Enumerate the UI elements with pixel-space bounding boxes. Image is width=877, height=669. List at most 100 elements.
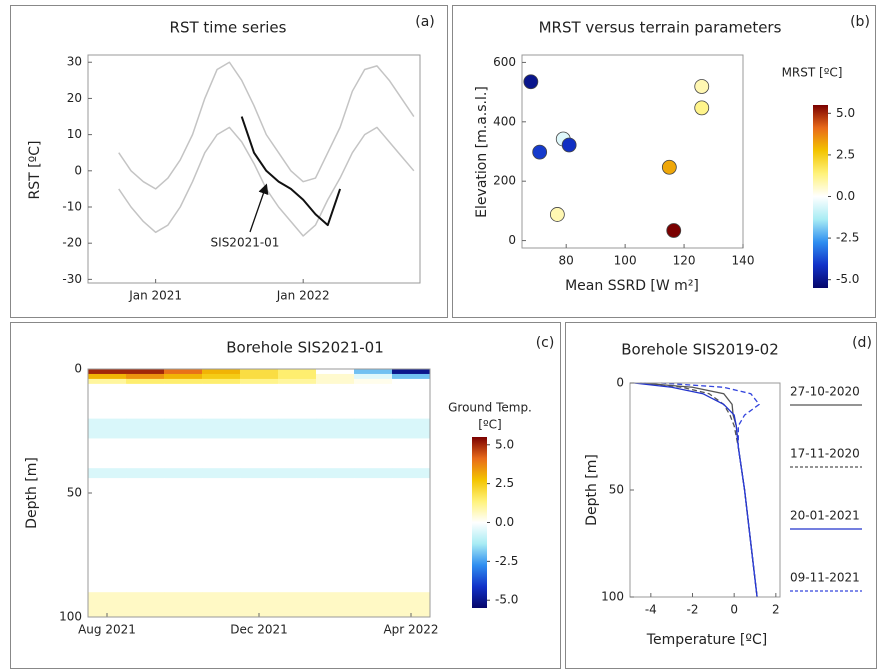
series-line xyxy=(118,61,415,190)
heatmap-cell xyxy=(164,468,203,479)
heatmap-cell xyxy=(240,438,279,469)
heatmap-cell xyxy=(354,373,393,380)
heatmap-cell xyxy=(126,478,165,593)
heatmap-cell xyxy=(316,369,355,375)
heatmap-cell xyxy=(240,373,279,380)
heatmap-cell xyxy=(392,418,431,439)
panel-label: (b) xyxy=(850,14,870,30)
heatmap-cell xyxy=(240,468,279,479)
y-tick-label: 50 xyxy=(609,483,624,497)
heatmap-cell xyxy=(392,438,431,469)
heatmap-cell xyxy=(354,478,393,593)
scatter-point xyxy=(666,223,682,238)
colorbar-tick-label: 0.0 xyxy=(495,515,514,529)
panel-label: (c) xyxy=(536,335,555,351)
heatmap-cell xyxy=(316,478,355,593)
y-tick-label: 0 xyxy=(508,233,516,247)
heatmap-cell xyxy=(354,438,393,469)
heatmap-cell xyxy=(164,418,203,439)
axes-frame xyxy=(521,54,744,249)
colorbar-title: MRST [ºC] xyxy=(782,66,843,80)
heatmap-cell xyxy=(354,592,393,618)
heatmap-cell xyxy=(164,383,203,419)
series-line xyxy=(240,116,342,227)
heatmap-cell xyxy=(88,369,127,375)
heatmap-cell xyxy=(392,478,431,593)
heatmap-cell xyxy=(164,478,203,593)
heatmap-cell xyxy=(88,478,127,593)
profile-line xyxy=(644,382,758,598)
heatmap-cell xyxy=(88,383,127,419)
x-tick-label: -2 xyxy=(687,603,699,617)
x-tick-label: 80 xyxy=(559,254,574,268)
heatmap-cell xyxy=(202,438,241,469)
heatmap-cell xyxy=(126,418,165,439)
heatmap-cell xyxy=(278,373,317,380)
x-tick-label: 120 xyxy=(673,254,696,268)
heatmap-cell xyxy=(202,378,241,385)
x-tick-label: 0 xyxy=(730,603,738,617)
axes-frame xyxy=(629,382,781,598)
colorbar-title: Ground Temp. xyxy=(448,401,532,415)
heatmap-cell xyxy=(278,378,317,385)
heatmap-cell xyxy=(316,468,355,479)
heatmap-cell xyxy=(354,369,393,375)
heatmap-cell xyxy=(316,438,355,469)
y-axis-label: Depth [m] xyxy=(584,454,600,526)
scatter-point xyxy=(694,79,710,94)
chart-title: MRST versus terrain parameters xyxy=(539,19,782,37)
heatmap-cell xyxy=(354,468,393,479)
annotation: SIS2021-01 xyxy=(211,236,280,250)
heatmap-cell xyxy=(316,592,355,618)
x-tick-label: 100 xyxy=(614,254,637,268)
heatmap-cell xyxy=(202,373,241,380)
heatmap-cell xyxy=(164,369,203,375)
y-tick-label: 0 xyxy=(616,376,624,390)
heatmap-cell xyxy=(126,369,165,375)
heatmap-cell xyxy=(88,468,127,479)
scatter-point xyxy=(532,144,548,160)
plot-area xyxy=(634,382,761,598)
heatmap-cell xyxy=(88,378,127,385)
profile-line xyxy=(661,382,761,598)
panel-frame xyxy=(10,5,448,318)
colorbar-tick-label: -5.0 xyxy=(495,593,518,607)
x-tick-label: Jan 2021 xyxy=(128,289,182,303)
y-tick-label: 30 xyxy=(67,55,82,69)
heatmap-cell xyxy=(392,383,431,419)
heatmap-cell xyxy=(88,438,127,469)
heatmap-cell xyxy=(278,478,317,593)
colorbar-tick-label: 2.5 xyxy=(495,476,514,490)
scatter-point xyxy=(561,137,577,153)
colorbar xyxy=(472,437,487,608)
chart-title: Borehole SIS2019-02 xyxy=(621,341,779,359)
x-axis-label: Temperature [ºC] xyxy=(646,632,767,648)
heatmap-cell xyxy=(202,468,241,479)
heatmap-cell xyxy=(278,438,317,469)
heatmap-cell xyxy=(164,378,203,385)
y-tick-label: -10 xyxy=(62,200,82,214)
colorbar-tick-label: 2.5 xyxy=(836,147,855,161)
chart-title: RST time series xyxy=(170,19,287,37)
heatmap-cell xyxy=(354,383,393,419)
chart-title: Borehole SIS2021-01 xyxy=(226,339,384,357)
heatmap-cell xyxy=(240,369,279,375)
y-tick-label: -30 xyxy=(62,272,82,286)
heatmap-cell xyxy=(126,373,165,380)
heatmap-cell xyxy=(278,468,317,479)
scatter-point xyxy=(549,207,565,222)
legend-label: 17-11-2020 xyxy=(790,447,860,461)
axes-frame xyxy=(87,54,421,284)
profile-line xyxy=(634,382,758,598)
heatmap-cell xyxy=(202,418,241,439)
heatmap-cell xyxy=(278,418,317,439)
heatmap-cell xyxy=(202,592,241,618)
colorbar-tick-label: -5.0 xyxy=(836,272,859,286)
legend-label: 20-01-2021 xyxy=(790,509,860,523)
y-tick-label: 50 xyxy=(67,486,82,500)
x-tick-label: Apr 2022 xyxy=(383,623,438,637)
heatmap-cell xyxy=(392,378,431,385)
heatmap-cell xyxy=(278,592,317,618)
heatmap-cell xyxy=(392,373,431,380)
